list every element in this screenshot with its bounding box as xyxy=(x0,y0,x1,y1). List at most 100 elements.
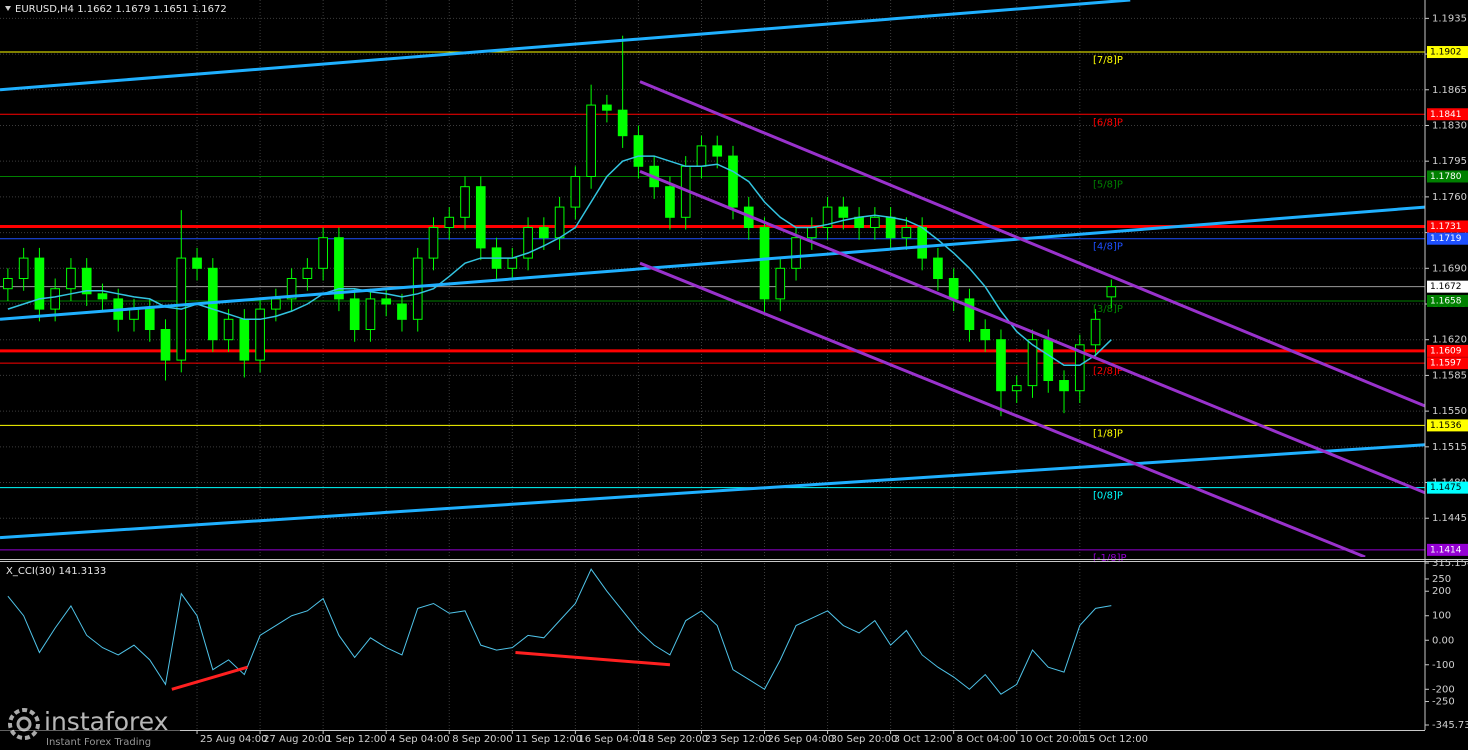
candle-body xyxy=(838,206,849,218)
candle-body xyxy=(271,298,281,310)
candle-body xyxy=(1059,380,1069,392)
candle-body xyxy=(144,308,155,331)
x-tick-label: 10 Oct 20:00 xyxy=(1020,734,1085,745)
level-label: [7/8]P xyxy=(1093,55,1123,66)
y-tick-label: 1.1795 xyxy=(1432,156,1467,167)
y-tick-label: 1.1620 xyxy=(1432,335,1467,346)
x-tick-label: 25 Aug 04:00 xyxy=(200,734,267,745)
level-tag-label: 1.1780 xyxy=(1430,172,1462,182)
cci-line xyxy=(7,568,1112,695)
candle-body xyxy=(412,257,423,320)
candle-body xyxy=(964,298,975,331)
trend-line xyxy=(0,443,1425,540)
watermark: instaforex Instant Forex Trading xyxy=(0,705,180,750)
candle-body xyxy=(129,308,139,320)
x-tick-label: 1 Sep 12:00 xyxy=(326,734,386,745)
level-tag-label: 1.1597 xyxy=(1430,359,1462,369)
chart-title: EURUSD,H4 1.1662 1.1679 1.1651 1.1672 xyxy=(15,4,227,15)
trend-line xyxy=(0,0,1131,92)
candle-body xyxy=(854,216,864,228)
y-tick-label: -345.735 xyxy=(1432,720,1468,731)
y-tick-label: 1.1445 xyxy=(1432,513,1467,524)
x-tick-label: 15 Oct 12:00 xyxy=(1083,734,1148,745)
level-tag xyxy=(1427,543,1468,556)
candle-body xyxy=(302,267,313,279)
x-tick-label: 8 Sep 20:00 xyxy=(452,734,512,745)
candle-body xyxy=(1106,286,1117,298)
x-tick-label: 4 Sep 04:00 xyxy=(389,734,449,745)
candle-body xyxy=(255,308,265,361)
level-tag-label: 1.1475 xyxy=(1430,483,1462,493)
candle-body xyxy=(1074,344,1085,392)
candle-body xyxy=(239,318,250,361)
level-label: [-1/8]P xyxy=(1093,553,1127,564)
level-tag-label: 1.1658 xyxy=(1430,296,1462,306)
candle-body xyxy=(538,226,549,239)
level-label: [3/8]P xyxy=(1093,304,1123,315)
candle-body xyxy=(602,104,612,111)
candle-body xyxy=(633,135,644,167)
candle-body xyxy=(460,186,470,218)
candle-body xyxy=(523,226,533,259)
candle-body xyxy=(507,257,518,269)
candle-body xyxy=(444,216,455,228)
y-tick-label: 1.1515 xyxy=(1432,442,1467,453)
x-tick-label: 11 Sep 12:00 xyxy=(515,734,582,745)
support-tag-label: 1.1731 xyxy=(1430,222,1462,232)
candle-body xyxy=(1027,339,1038,387)
candle-body xyxy=(712,145,723,157)
y-tick-label: -100 xyxy=(1432,660,1455,671)
watermark-tagline: Instant Forex Trading xyxy=(46,737,151,748)
candle-body xyxy=(901,226,912,239)
plot xyxy=(0,0,1425,695)
x-tick-label: 26 Sep 04:00 xyxy=(768,734,835,745)
candle-body xyxy=(570,175,581,208)
y-tick-label: 1.1585 xyxy=(1432,370,1467,381)
y-tick-label: 1.1690 xyxy=(1432,263,1467,274)
candle-body xyxy=(34,257,45,310)
y-tick-label: 1.1865 xyxy=(1432,85,1467,96)
candle-body xyxy=(870,216,880,228)
candle-body xyxy=(885,216,896,239)
watermark-logo-core xyxy=(16,716,32,732)
current-price-tag xyxy=(1427,280,1468,293)
level-tag xyxy=(1427,481,1468,494)
x-tick-label: 30 Sep 20:00 xyxy=(831,734,898,745)
candle-body xyxy=(617,109,628,137)
candle-body xyxy=(349,298,360,331)
y-tick-label: -250 xyxy=(1432,697,1455,708)
x-tick-label: 3 Oct 12:00 xyxy=(894,734,953,745)
level-label: [2/8]P xyxy=(1093,366,1123,377)
candle-body xyxy=(97,293,108,300)
candle-body xyxy=(696,145,707,167)
level-label: [4/8]P xyxy=(1093,242,1123,253)
level-tag-label: 1.1841 xyxy=(1430,110,1462,120)
candle-body xyxy=(933,257,943,280)
symbol-menu-arrow xyxy=(5,6,11,11)
candle-body xyxy=(1011,385,1022,392)
candle-body xyxy=(223,318,234,341)
level-tag xyxy=(1427,108,1468,121)
y-tick-label: 1.1935 xyxy=(1432,13,1467,24)
trend-line xyxy=(639,80,1425,408)
candle-body xyxy=(822,206,833,228)
level-tag xyxy=(1427,170,1468,183)
y-tick-label: 1.1760 xyxy=(1432,192,1467,203)
level-tag-label: 1.1536 xyxy=(1430,421,1462,431)
x-tick-label: 27 Aug 20:00 xyxy=(263,734,330,745)
candle-body xyxy=(192,257,202,269)
level-tag xyxy=(1427,419,1468,432)
current-price-label: 1.1672 xyxy=(1430,282,1462,292)
candle-body xyxy=(1090,318,1101,346)
candle-body xyxy=(81,267,92,295)
level-label: [5/8]P xyxy=(1093,179,1123,190)
candle-body xyxy=(286,278,297,300)
trend-line xyxy=(515,651,671,667)
candle-body xyxy=(160,329,171,361)
price-tags: 1.19021.18411.17801.17191.16581.15971.15… xyxy=(1427,46,1468,556)
y-tick-label: 315.1542 xyxy=(1432,558,1468,569)
candle-body xyxy=(428,226,439,259)
